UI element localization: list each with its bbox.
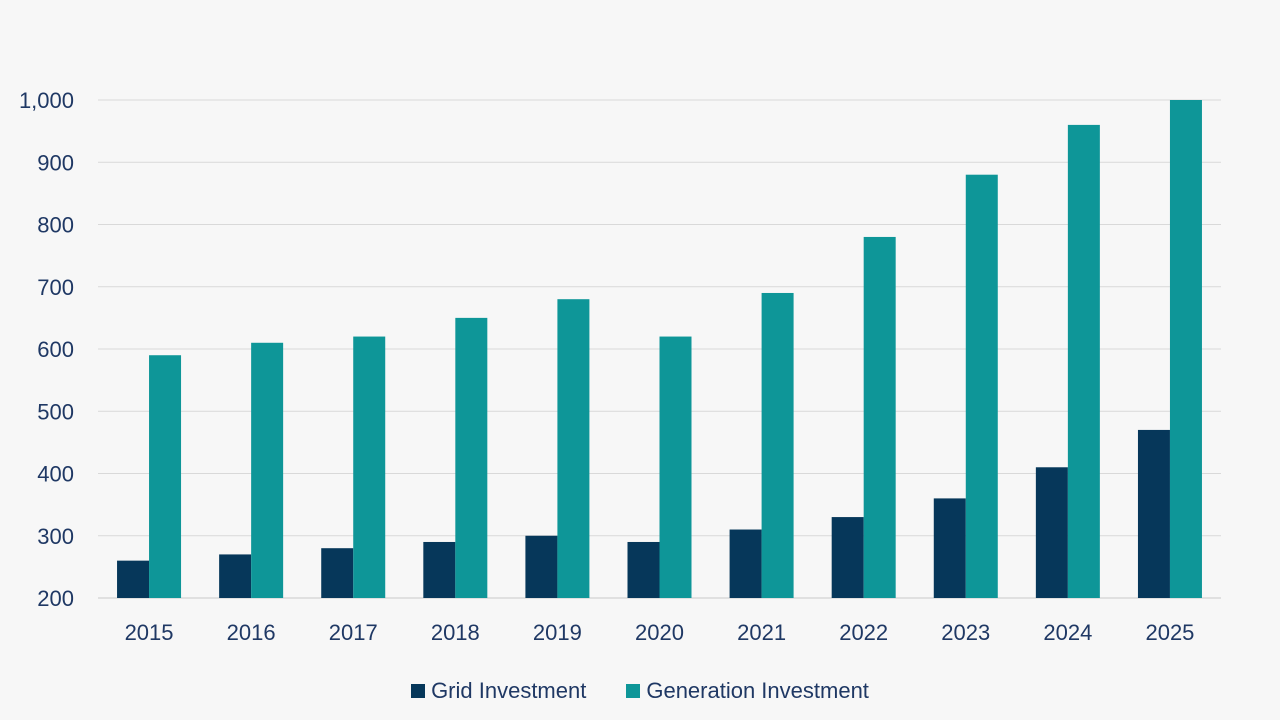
y-tick-label-300: 300 — [37, 524, 74, 549]
x-tick-label-2020: 2020 — [635, 620, 684, 645]
bar-grid-2025 — [1137, 429, 1170, 598]
bar-generation-2022 — [863, 236, 896, 598]
x-tick-label-2024: 2024 — [1043, 620, 1092, 645]
y-tick-label-600: 600 — [37, 337, 74, 362]
bar-grid-2017 — [321, 548, 354, 598]
bar-grid-2022 — [831, 517, 864, 598]
legend: Grid Investment Generation Investment — [0, 678, 1280, 704]
bar-grid-2016 — [219, 554, 252, 598]
bar-generation-2018 — [455, 317, 488, 598]
x-tick-label-2019: 2019 — [533, 620, 582, 645]
x-tick-label-2018: 2018 — [431, 620, 480, 645]
y-tick-label-500: 500 — [37, 399, 74, 424]
bar-generation-2016 — [251, 342, 284, 598]
y-tick-label-1000: 1,000 — [19, 88, 74, 113]
bar-grid-2018 — [423, 541, 456, 598]
legend-label-grid: Grid Investment — [431, 678, 587, 703]
y-tick-label-700: 700 — [37, 275, 74, 300]
bar-generation-2019 — [557, 299, 590, 598]
legend-swatch-grid — [411, 684, 426, 698]
legend-label-generation: Generation Investment — [646, 678, 869, 703]
bar-generation-2023 — [965, 174, 998, 598]
x-tick-label-2025: 2025 — [1145, 620, 1194, 645]
y-tick-label-900: 900 — [37, 150, 74, 175]
x-tick-label-2017: 2017 — [329, 620, 378, 645]
y-tick-label-800: 800 — [37, 213, 74, 238]
bar-grid-2023 — [933, 498, 966, 598]
bar-grid-2019 — [525, 535, 558, 598]
bar-grid-2024 — [1035, 467, 1068, 598]
bar-generation-2015 — [149, 355, 182, 598]
bar-grid-2021 — [729, 529, 762, 598]
bar-generation-2024 — [1067, 124, 1100, 599]
y-tick-label-200: 200 — [37, 586, 74, 611]
legend-item-generation: Generation Investment — [626, 678, 869, 704]
bar-generation-2025 — [1169, 100, 1202, 598]
x-tick-label-2016: 2016 — [227, 620, 276, 645]
bars — [117, 100, 1202, 599]
legend-item-grid: Grid Investment — [411, 678, 586, 704]
bar-grid-2020 — [627, 541, 660, 598]
x-tick-label-2022: 2022 — [839, 620, 888, 645]
bar-grid-2015 — [117, 560, 150, 598]
axes: 200 300 400 500 600 700 800 900 1,000 2015 2016 201… — [19, 88, 1194, 645]
x-tick-label-2023: 2023 — [941, 620, 990, 645]
x-tick-label-2015: 2015 — [125, 620, 174, 645]
x-tick-label-2021: 2021 — [737, 620, 786, 645]
legend-swatch-generation — [626, 684, 641, 698]
bar-generation-2021 — [761, 292, 794, 598]
bar-generation-2017 — [353, 336, 386, 598]
bar-generation-2020 — [659, 336, 692, 598]
y-tick-label-400: 400 — [37, 462, 74, 487]
